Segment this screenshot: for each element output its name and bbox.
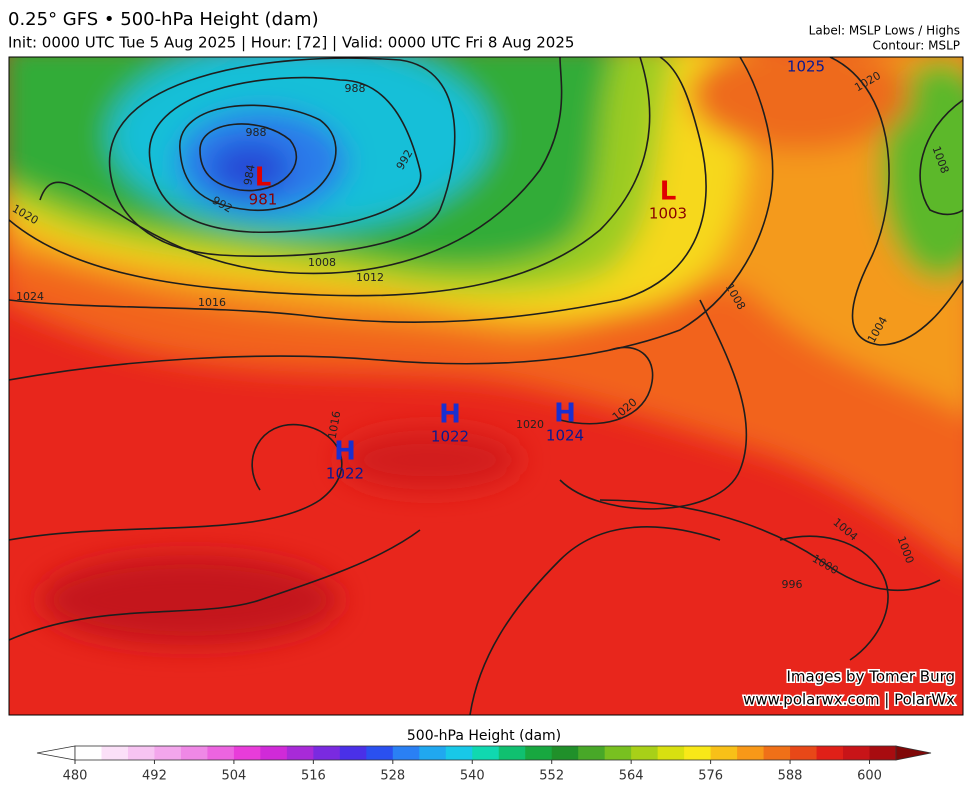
contour-label: 984 [241,163,257,186]
colorbar-band [286,746,314,760]
colorbar-band [604,746,632,760]
credit-line: Images by Tomer Burg [786,668,955,686]
contour-label: 988 [246,126,267,139]
center-letter: L [660,177,677,207]
colorbar-band [339,746,367,760]
colorbar-tick-label: 504 [221,769,246,784]
colorbar-band [710,746,738,760]
colorbar-band [392,746,420,760]
center-letter: H [439,400,461,430]
contour-label: 1012 [356,271,384,284]
colorbar-band [498,746,526,760]
colorbar-band [869,746,897,760]
contour-label: 996 [782,578,803,591]
contour-label: 1016 [198,296,226,309]
map-frame [8,56,964,716]
contour-label: 1024 [16,290,44,303]
colorbar-tick-label: 480 [63,769,88,784]
colorbar-over [895,745,932,761]
contour-label: 1016 [326,410,344,440]
center-value: 981 [249,191,278,209]
colorbar-band [207,746,235,760]
colorbar-tick-label: 516 [301,769,326,784]
colorbar-band [233,746,261,760]
colorbar-band [763,746,791,760]
contour-label: 1008 [308,256,336,269]
map [9,57,963,715]
contour-label: 988 [345,82,366,95]
colorbar-tick-label: 540 [460,769,485,784]
title: 0.25° GFS • 500-hPa Height (dam) [8,9,319,30]
colorbar-band [790,746,818,760]
colorbar-band [631,746,659,760]
colorbar-tick-label: 588 [778,769,803,784]
colorbar-band [419,746,447,760]
colorbar-tick-label: 492 [142,769,167,784]
colorbar-tick-label: 528 [380,769,405,784]
colorbar-band [657,746,685,760]
colorbar-band [472,746,500,760]
colorbar: 480 492 504 516 528 540 552 564 576 588 600 [36,745,932,784]
colorbar-band [127,746,155,760]
colorbar-under [36,745,76,761]
colorbar-band [843,746,871,760]
center-value: 1022 [431,428,469,446]
colorbar-band [154,746,182,760]
colorbar-band [684,746,712,760]
center-value: 1025 [787,58,825,76]
credit-url: www.polarwx.com | PolarWx [743,691,955,709]
center-value: 1022 [326,465,364,483]
colorbar-band [180,746,208,760]
center-letter: H [554,399,576,429]
colorbar-band [737,746,765,760]
colorbar-band [578,746,606,760]
colorbar-band [551,746,579,760]
colorbar-tick-label: 552 [539,769,564,784]
colorbar-band [525,746,553,760]
colorbar-frame [74,745,897,761]
colorbar-tick-label: 576 [698,769,723,784]
colorbar-band [366,746,394,760]
center-letter: L [255,163,272,193]
contour-label: 1020 [516,418,544,431]
center-value: 1003 [649,205,687,223]
colorbar-title: 500-hPa Height (dam) [407,728,561,744]
colorbar-band [313,746,341,760]
colorbar-band [816,746,844,760]
colorbar-band [75,746,102,760]
colorbar-tick-label: 564 [619,769,644,784]
colorbar-band [101,746,129,760]
colorbar-tick-label: 600 [857,769,882,784]
label-note: Label: MSLP Lows / Highs [809,24,960,38]
colorbar-band [445,746,473,760]
center-value: 1024 [546,427,584,445]
subtitle: Init: 0000 UTC Tue 5 Aug 2025 | Hour: [7… [8,34,574,52]
contour-note: Contour: MSLP [873,39,960,53]
colorbar-band [260,746,288,760]
center-letter: H [334,437,356,467]
